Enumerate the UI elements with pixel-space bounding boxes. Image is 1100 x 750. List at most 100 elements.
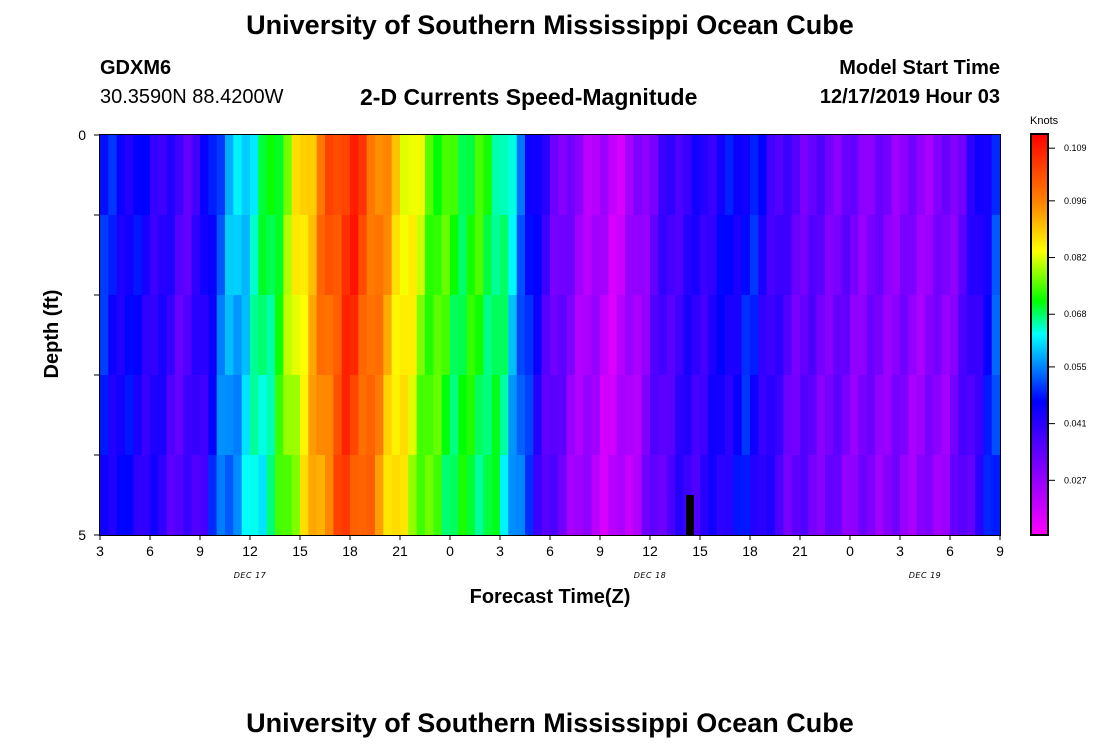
heatmap-cell <box>983 375 993 456</box>
heatmap-cell <box>533 215 543 296</box>
heatmap-cell <box>408 295 418 376</box>
heatmap-cell <box>575 135 584 216</box>
heatmap-cell <box>466 375 476 456</box>
heatmap-cell <box>933 135 943 216</box>
heatmap-cell <box>625 375 634 456</box>
heatmap-cell <box>966 135 976 216</box>
heatmap-cell <box>216 455 226 536</box>
x-tick-label: 6 <box>946 543 954 559</box>
heatmap-cell <box>375 455 384 536</box>
heatmap-cell <box>800 215 809 296</box>
heatmap-cell <box>708 215 718 296</box>
heatmap-cell <box>325 295 334 376</box>
heatmap-cell <box>508 455 518 536</box>
heatmap-cell <box>141 295 151 376</box>
heatmap-cell <box>883 215 893 296</box>
heatmap-cell <box>733 455 743 536</box>
heatmap-cell <box>391 135 401 216</box>
heatmap-cell <box>108 135 118 216</box>
heatmap-cell <box>191 215 201 296</box>
heatmap-cell <box>708 295 718 376</box>
heatmap-cell <box>950 215 959 296</box>
heatmap-cell <box>766 215 776 296</box>
colorbar-tick-label: 0.027 <box>1064 475 1087 485</box>
heatmap-cell <box>241 375 251 456</box>
heatmap-cell <box>875 375 884 456</box>
heatmap-cell <box>666 215 676 296</box>
heatmap-cell <box>283 215 293 296</box>
heatmap-cell <box>275 135 284 216</box>
heatmap-cell <box>333 215 343 296</box>
heatmap-cell <box>108 295 118 376</box>
heatmap-cell <box>700 375 709 456</box>
heatmap-cell <box>958 215 968 296</box>
heatmap-cell <box>925 215 934 296</box>
heatmap-cell <box>758 455 768 536</box>
heatmap-cell <box>675 215 684 296</box>
y-axis: 05 <box>78 127 100 543</box>
heatmap-cell <box>925 295 934 376</box>
heatmap-cell <box>908 455 918 536</box>
heatmap-cell <box>916 295 926 376</box>
heatmap-cell <box>500 135 509 216</box>
heatmap-cell <box>125 135 134 216</box>
heatmap-cell <box>700 295 709 376</box>
heatmap-cell <box>841 375 851 456</box>
heatmap-cell <box>275 215 284 296</box>
heatmap-cell <box>258 455 268 536</box>
heatmap-cell <box>350 375 359 456</box>
heatmap-cell <box>583 375 593 456</box>
heatmap-cell <box>933 215 943 296</box>
heatmap-cell <box>491 375 501 456</box>
heatmap-cell <box>566 295 576 376</box>
heatmap-cell <box>641 455 651 536</box>
heatmap-cell <box>450 295 459 376</box>
heatmap-cell <box>650 375 659 456</box>
heatmap-cell <box>133 135 143 216</box>
heatmap-cell <box>958 295 968 376</box>
heatmap-cell <box>766 455 776 536</box>
heatmap-cell <box>533 295 543 376</box>
heatmap-cell <box>391 215 401 296</box>
heatmap-cell <box>633 455 643 536</box>
heatmap-cell <box>625 455 634 536</box>
heatmap-cell <box>666 455 676 536</box>
heatmap-cell <box>758 375 768 456</box>
heatmap-cell <box>700 455 709 536</box>
heatmap-cell <box>916 375 926 456</box>
colorbar-tick-label: 0.096 <box>1064 196 1087 206</box>
heatmap-cell <box>783 375 793 456</box>
heatmap-cell <box>641 295 651 376</box>
heatmap-cell <box>791 375 801 456</box>
heatmap-cell <box>458 215 468 296</box>
heatmap-cell <box>641 135 651 216</box>
heatmap-cell <box>966 375 976 456</box>
heatmap-cell <box>541 215 551 296</box>
heatmap-cell <box>650 215 659 296</box>
heatmap-cell <box>358 135 368 216</box>
heatmap-cell <box>458 455 468 536</box>
heatmap-cell <box>566 375 576 456</box>
heatmap-cell <box>500 215 509 296</box>
heatmap-cell <box>741 295 751 376</box>
heatmap-cell <box>741 135 751 216</box>
heatmap-cell <box>350 135 359 216</box>
heatmap-cell <box>666 295 676 376</box>
heatmap-cell <box>966 295 976 376</box>
heatmap-cell <box>325 215 334 296</box>
heatmap-cell <box>950 455 959 536</box>
x-tick-label: 9 <box>996 543 1004 559</box>
heatmap-cell <box>608 135 618 216</box>
heatmap-cell <box>483 375 493 456</box>
heatmap-cell <box>366 295 376 376</box>
heatmap-cell <box>541 375 551 456</box>
heatmap-cell <box>633 375 643 456</box>
heatmap-cell <box>300 135 309 216</box>
heatmap-cell <box>266 215 276 296</box>
x-tick-label: 12 <box>642 543 658 559</box>
heatmap-cell <box>616 135 626 216</box>
heatmap-cell <box>666 375 676 456</box>
heatmap-cell <box>475 215 484 296</box>
heatmap-cell <box>366 375 376 456</box>
heatmap-cell <box>941 295 951 376</box>
